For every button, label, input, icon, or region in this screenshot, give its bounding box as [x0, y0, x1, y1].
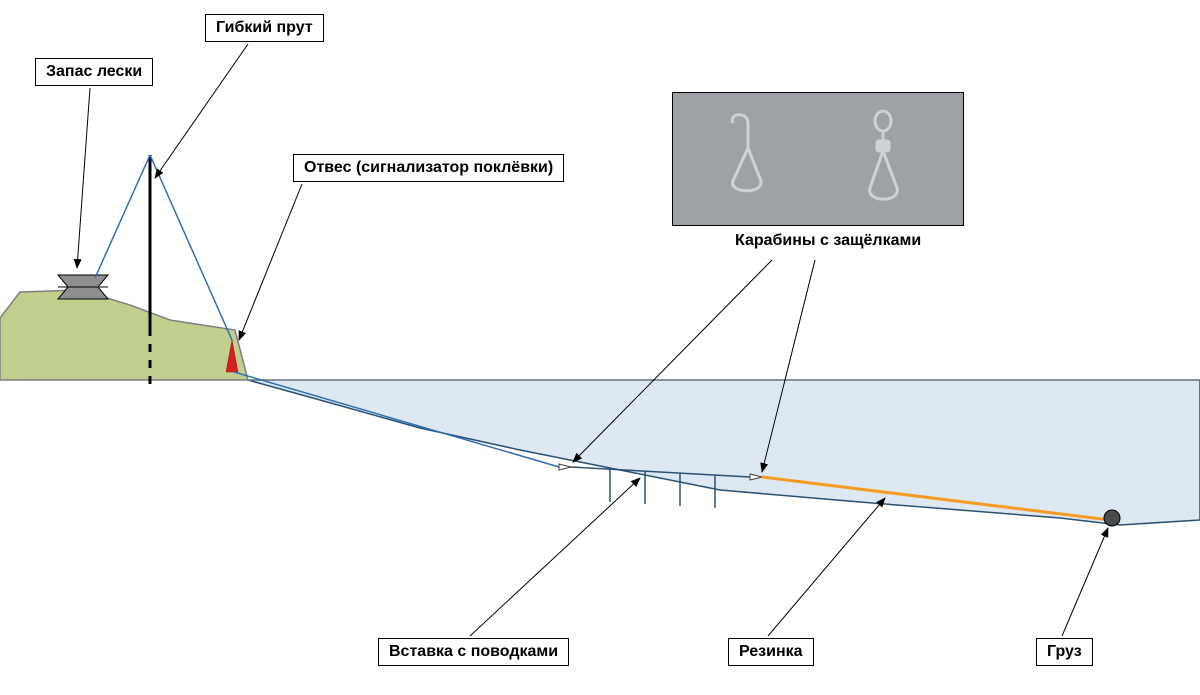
arrow-flexible-rod — [155, 44, 248, 178]
label-line-supply: Запас лески — [35, 58, 153, 86]
line-rod-bobber — [150, 155, 232, 340]
arrow-elastic — [768, 498, 885, 636]
label-leader-insert: Вставка с поводками — [378, 638, 569, 666]
arrow-leader-insert — [470, 478, 640, 636]
diagram-canvas: Запас лески Гибкий прут Отвес (сигнализа… — [0, 0, 1200, 695]
label-carabiners: Карабины с защёлками — [735, 232, 921, 250]
line-reel-rod — [95, 155, 150, 278]
arrow-plumb-bob — [239, 184, 302, 340]
label-elastic: Резинка — [728, 638, 814, 666]
arrow-line-supply — [77, 88, 90, 268]
diagram-svg — [0, 0, 1200, 695]
shore-region — [0, 290, 248, 380]
line-reel — [58, 275, 108, 299]
sinker — [1104, 510, 1120, 526]
label-flexible-rod: Гибкий прут — [205, 14, 324, 42]
carabiner-photo — [672, 92, 964, 226]
water-region — [248, 380, 1200, 525]
label-sinker: Груз — [1036, 638, 1093, 666]
label-plumb-bob: Отвес (сигнализатор поклёвки) — [293, 154, 564, 182]
arrow-sinker — [1062, 528, 1108, 636]
carabiner-left — [559, 464, 571, 470]
